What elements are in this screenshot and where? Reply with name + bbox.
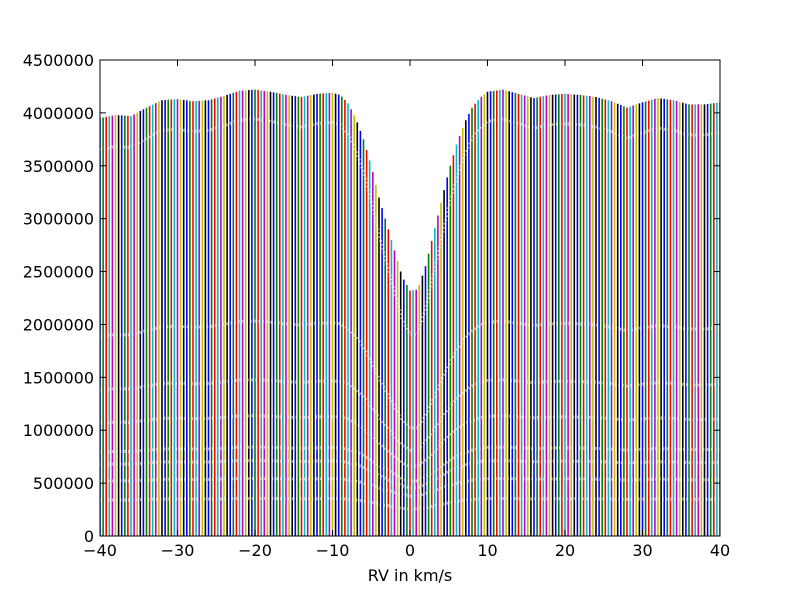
x-tick-label: −30: [161, 541, 195, 560]
y-tick-label: 4500000: [23, 51, 94, 70]
x-tick-label: −20: [238, 541, 272, 560]
series-band: [100, 477, 720, 498]
series-band: [100, 445, 720, 483]
x-tick-label: 0: [405, 541, 415, 560]
y-tick-label: 0: [84, 527, 94, 546]
series-band: [100, 378, 720, 452]
x-tick-label: −40: [83, 541, 117, 560]
series-band: [100, 459, 720, 490]
x-tick-label: 30: [632, 541, 652, 560]
y-tick-label: 1500000: [23, 368, 94, 387]
y-tick-label: 1000000: [23, 421, 94, 440]
x-axis-label: RV in km/s: [368, 566, 453, 585]
y-tick-label: 2000000: [23, 315, 94, 334]
y-axis-ticks: 0 500000 1000000 1500000 2000000 2500000 30000…: [23, 51, 720, 546]
y-tick-label: 2500000: [23, 263, 94, 282]
overlay-band-group: [100, 117, 720, 511]
x-tick-label: 20: [555, 541, 575, 560]
x-axis-ticks: −40 −30 −20 −10 0 10 20 30 40: [83, 60, 730, 560]
y-tick-label: 3500000: [23, 157, 94, 176]
y-tick-label: 4000000: [23, 104, 94, 123]
series-band: [100, 496, 720, 511]
x-tick-label: −10: [316, 541, 350, 560]
y-tick-label: 3000000: [23, 210, 94, 229]
bar-series-group: [100, 89, 720, 536]
x-tick-label: 40: [710, 541, 730, 560]
x-tick-label: 10: [477, 541, 497, 560]
y-tick-label: 500000: [33, 474, 94, 493]
